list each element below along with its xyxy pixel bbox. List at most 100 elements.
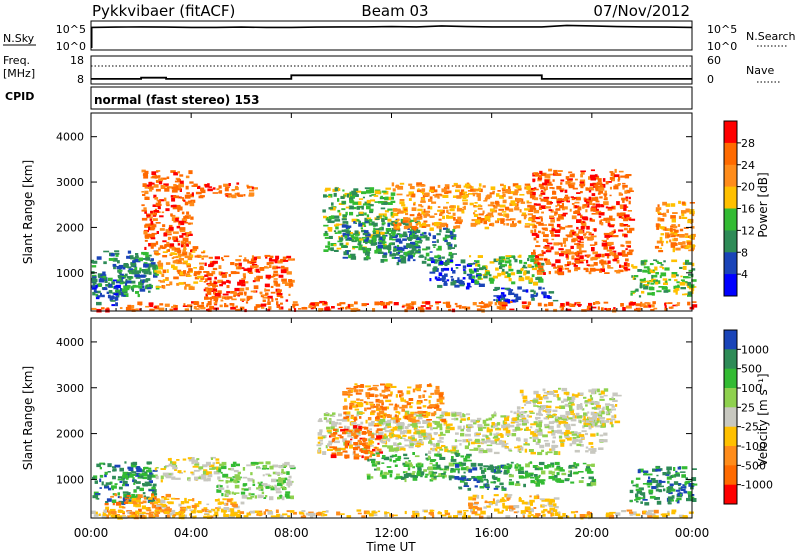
heatmap-cell (570, 229, 575, 232)
heatmap-cell (446, 279, 450, 282)
heatmap-cell (416, 183, 420, 187)
heatmap-cell (200, 306, 206, 310)
heatmap-cell (514, 299, 519, 303)
heatmap-cell (429, 271, 436, 274)
heatmap-cell (674, 237, 678, 241)
heatmap-cell (285, 491, 291, 494)
heatmap-cell (476, 475, 483, 480)
heatmap-cell (145, 196, 150, 200)
heatmap-cell (283, 259, 289, 262)
heatmap-cell (633, 278, 637, 280)
heatmap-cell (502, 420, 505, 424)
heatmap-cell (470, 425, 474, 429)
heatmap-cell (431, 412, 436, 417)
heatmap-cell (588, 448, 594, 451)
heatmap-cell (281, 471, 286, 475)
heatmap-cell (155, 241, 159, 245)
heatmap-cell (609, 171, 614, 173)
heatmap-cell (499, 433, 503, 437)
heatmap-cell (145, 223, 151, 226)
heatmap-cell (127, 250, 132, 254)
heatmap-cell (183, 221, 188, 224)
heatmap-cell (494, 220, 498, 224)
heatmap-cell (199, 280, 203, 282)
heatmap-cell (429, 278, 432, 282)
heatmap-cell (184, 215, 190, 219)
heatmap-cell (151, 503, 155, 505)
heatmap-cell (117, 496, 121, 499)
heatmap-cell (523, 438, 528, 442)
heatmap-cell (408, 238, 412, 241)
heatmap-cell (475, 419, 481, 422)
heatmap-cell (215, 466, 220, 470)
heatmap-cell (419, 223, 422, 228)
heatmap-cell (104, 503, 109, 506)
heatmap-cell (351, 436, 355, 439)
heatmap-cell (248, 192, 255, 196)
heatmap-cell (169, 308, 174, 311)
heatmap-cell (159, 303, 164, 306)
heatmap-cell (377, 450, 381, 453)
heatmap-cell (241, 487, 245, 491)
heatmap-cell (566, 431, 572, 435)
heatmap-cell (470, 222, 477, 227)
heatmap-cell (367, 432, 372, 437)
heatmap-cell (487, 204, 494, 207)
heatmap-cell (410, 306, 414, 310)
heatmap-cell (205, 461, 211, 466)
heatmap-cell (595, 253, 602, 257)
heatmap-cell (403, 210, 407, 214)
heatmap-cell (179, 271, 184, 276)
heatmap-cell (542, 287, 545, 290)
heatmap-cell (411, 438, 417, 441)
heatmap-cell (365, 444, 368, 448)
heatmap-cell (681, 216, 688, 219)
heatmap-cell (131, 305, 135, 309)
heatmap-cell (576, 219, 582, 223)
heatmap-cell (535, 245, 541, 248)
heatmap-cell (551, 473, 555, 476)
heatmap-cell (381, 190, 387, 193)
heatmap-cell (380, 195, 383, 199)
heatmap-cell (560, 179, 565, 182)
heatmap-cell (496, 258, 500, 261)
heatmap-cell (493, 205, 498, 209)
heatmap-cell (559, 439, 566, 442)
heatmap-cell (263, 465, 267, 469)
heatmap-cell (536, 412, 542, 416)
heatmap-cell (602, 265, 605, 269)
heatmap-cell (485, 418, 489, 421)
heatmap-cell (403, 251, 408, 255)
heatmap-cell (147, 476, 152, 480)
heatmap-cell (434, 389, 440, 392)
heatmap-cell (513, 411, 517, 415)
heatmap-cell (433, 476, 437, 479)
heatmap-cell (478, 213, 484, 216)
heatmap-cell (335, 226, 339, 230)
heatmap-cell (551, 429, 554, 433)
heatmap-cell (532, 465, 538, 468)
heatmap-cell (534, 216, 541, 220)
heatmap-cell (494, 411, 496, 415)
heatmap-cell (350, 422, 357, 425)
heatmap-cell (323, 413, 330, 417)
heatmap-cell (393, 248, 399, 251)
heatmap-cell (567, 179, 573, 182)
heatmap-cell (462, 306, 467, 309)
heatmap-cell (402, 220, 409, 223)
heatmap-cell (133, 285, 140, 288)
heatmap-cell (260, 303, 267, 307)
heatmap-cell (400, 436, 403, 439)
heatmap-cell (496, 427, 500, 430)
heatmap-cell (102, 271, 106, 275)
heatmap-cell (333, 215, 340, 219)
heatmap-cell (426, 384, 432, 387)
heatmap-cell (354, 222, 357, 224)
heatmap-cell (193, 301, 199, 306)
heatmap-cell (439, 402, 445, 405)
heatmap-cell (246, 464, 252, 467)
heatmap-cell (133, 482, 136, 485)
heatmap-cell (665, 234, 669, 239)
heatmap-cell (161, 496, 167, 499)
heatmap-cell (155, 506, 159, 510)
